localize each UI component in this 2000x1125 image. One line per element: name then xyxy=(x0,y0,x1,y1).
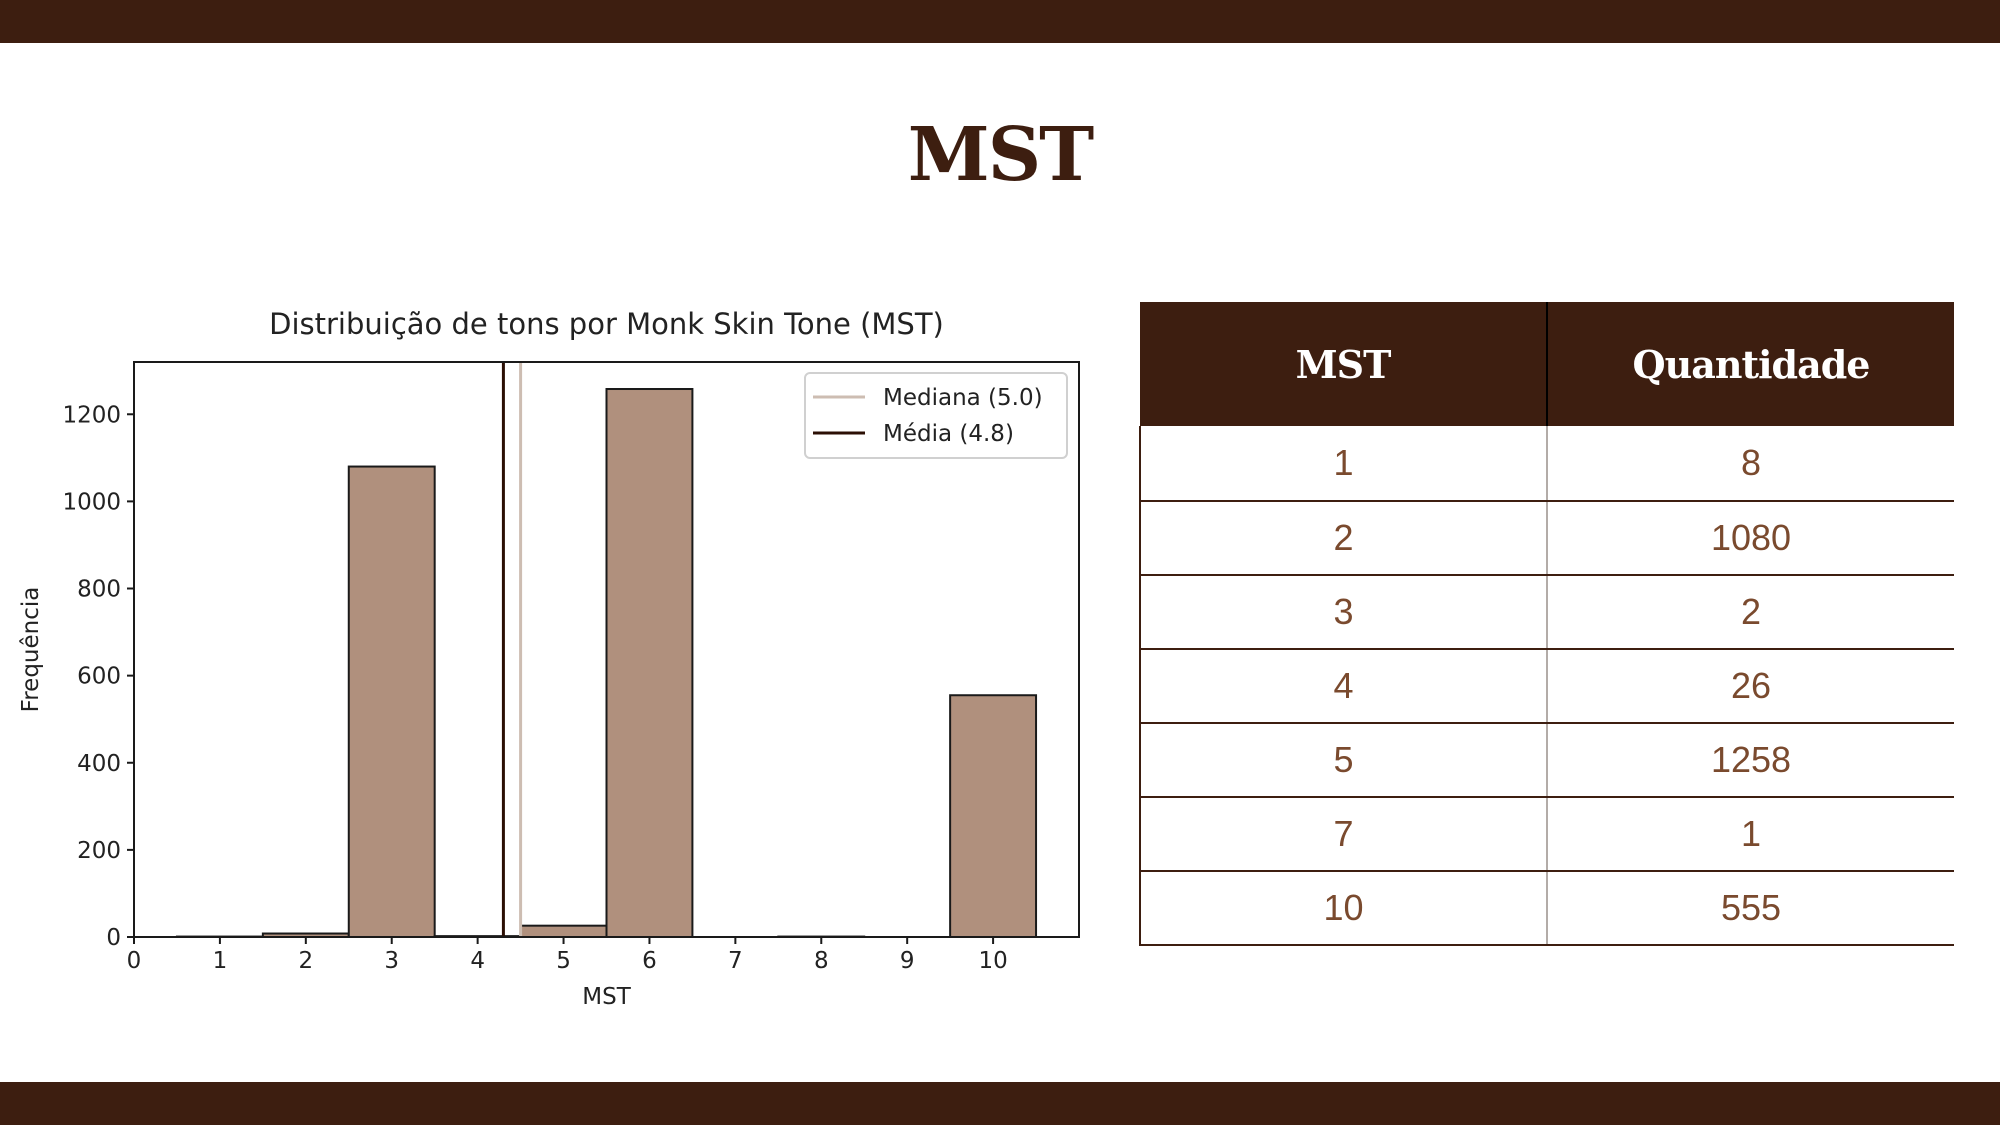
cell-quantidade: 1080 xyxy=(1547,501,1954,576)
cell-mst: 3 xyxy=(1139,575,1548,650)
cell-mst: 2 xyxy=(1139,501,1548,576)
cell-quantidade: 26 xyxy=(1547,649,1954,724)
table-header-row: MST Quantidade xyxy=(1140,302,1954,426)
cell-quantidade: 1258 xyxy=(1547,723,1954,798)
x-tick-label: 2 xyxy=(298,948,313,974)
y-tick-label: 1000 xyxy=(62,489,121,515)
y-axis-label: Frequência xyxy=(18,587,44,713)
x-tick-label: 1 xyxy=(213,948,228,974)
legend-box xyxy=(804,372,1068,459)
plot-frame xyxy=(133,361,1080,938)
x-tick-label: 0 xyxy=(127,948,142,974)
cell-mst: 7 xyxy=(1139,797,1548,872)
histogram-bar xyxy=(519,924,608,939)
histogram-bar xyxy=(347,465,436,939)
x-tick-label: 6 xyxy=(642,948,657,974)
histogram-bar xyxy=(949,694,1038,939)
y-tick-label: 400 xyxy=(77,751,121,777)
x-tick-label: 4 xyxy=(470,948,485,974)
x-tick-label: 5 xyxy=(556,948,571,974)
histogram-chart: Distribuição de tons por Monk Skin Tone … xyxy=(18,307,1080,1010)
cell-quantidade: 2 xyxy=(1547,575,1954,650)
bottom-band xyxy=(0,1082,2000,1125)
table-row: 4 26 xyxy=(1139,649,1954,724)
cell-mst: 5 xyxy=(1139,723,1548,798)
table-row: 3 2 xyxy=(1139,575,1954,650)
table-row: 10 555 xyxy=(1139,871,1954,946)
column-header-quantidade: Quantidade xyxy=(1547,302,1954,426)
y-tick-label: 1200 xyxy=(62,402,121,428)
table-row: 5 1258 xyxy=(1139,723,1954,798)
column-header-mst: MST xyxy=(1140,302,1548,426)
y-tick-label: 600 xyxy=(77,664,121,690)
y-tick-label: 800 xyxy=(77,577,121,603)
chart-title: Distribuição de tons por Monk Skin Tone … xyxy=(269,307,944,341)
legend-label: Média (4.8) xyxy=(883,421,1014,447)
cell-mst: 4 xyxy=(1139,649,1548,724)
cell-mst: 1 xyxy=(1139,426,1548,502)
x-tick-label: 8 xyxy=(814,948,829,974)
cell-mst: 10 xyxy=(1139,871,1548,946)
y-tick-label: 0 xyxy=(106,925,121,951)
page-title: MST xyxy=(907,112,1094,198)
x-axis-label: MST xyxy=(582,984,631,1010)
x-tick-label: 7 xyxy=(728,948,743,974)
top-band xyxy=(0,0,2000,43)
cell-quantidade: 555 xyxy=(1547,871,1954,946)
table-row: 7 1 xyxy=(1139,797,1954,872)
cell-quantidade: 1 xyxy=(1547,797,1954,872)
x-tick-label: 9 xyxy=(900,948,915,974)
histogram-bar xyxy=(605,388,694,939)
table-row: 2 1080 xyxy=(1139,501,1954,576)
x-tick-label: 10 xyxy=(978,948,1007,974)
table-row: 1 8 xyxy=(1139,426,1954,502)
cell-quantidade: 8 xyxy=(1547,426,1954,502)
legend-label: Mediana (5.0) xyxy=(883,385,1043,411)
y-tick-label: 200 xyxy=(77,838,121,864)
mst-table: MST Quantidade 1 8 2 1080 3 2 4 26 5 125… xyxy=(1139,302,1954,946)
x-tick-label: 3 xyxy=(384,948,399,974)
